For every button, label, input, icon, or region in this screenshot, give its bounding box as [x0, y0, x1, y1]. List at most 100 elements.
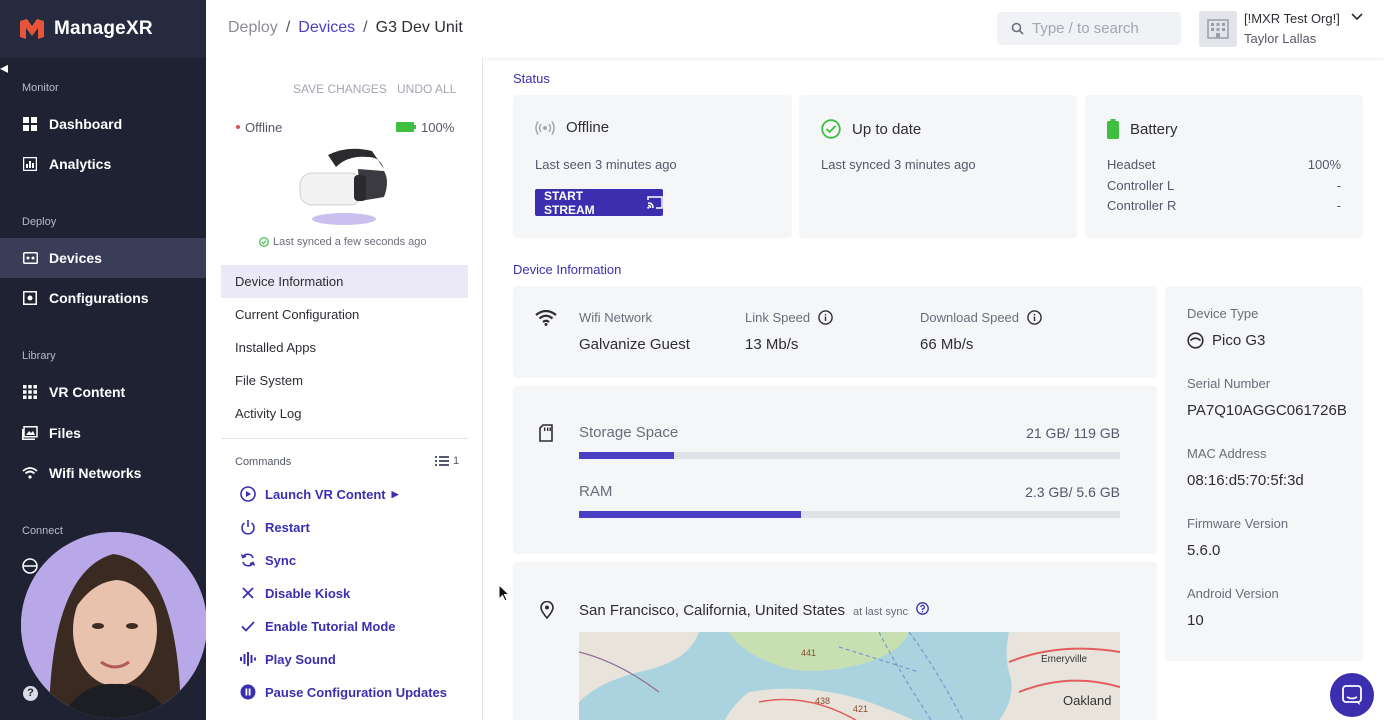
sync-icon — [240, 552, 256, 568]
user-name: Taylor Lallas — [1244, 31, 1317, 46]
info-icon[interactable] — [818, 310, 833, 325]
menu-file-system[interactable]: File System — [221, 364, 468, 397]
storage-value: 21 GB/ 119 GB — [1026, 425, 1120, 441]
devices-icon — [22, 250, 38, 266]
sidebar-item-devices[interactable]: Devices — [0, 238, 206, 278]
device-type-text: Pico G3 — [1212, 332, 1266, 349]
commands-queue[interactable]: 1 — [435, 455, 459, 467]
battery-row-name: Controller L — [1107, 178, 1175, 193]
search-input[interactable] — [1032, 20, 1172, 37]
update-title: Up to date — [852, 120, 922, 138]
info-icon[interactable] — [1027, 310, 1042, 325]
breadcrumb-separator: / — [285, 19, 291, 36]
menu-activity-log[interactable]: Activity Log — [221, 397, 468, 430]
start-stream-button[interactable]: START STREAM — [535, 188, 663, 217]
device-type-label: Device Type — [1187, 306, 1259, 321]
breadcrumb-devices[interactable]: Devices — [298, 19, 356, 36]
command-label: Launch VR Content — [265, 486, 386, 502]
ram-value: 2.3 GB/ 5.6 GB — [1025, 484, 1120, 500]
webcam-overlay — [21, 532, 207, 718]
offline-status-dot — [236, 125, 240, 129]
location-pin-icon — [540, 601, 554, 619]
battery-row-name: Headset — [1107, 157, 1156, 172]
menu-installed-apps[interactable]: Installed Apps — [221, 331, 468, 364]
breadcrumb-deploy[interactable]: Deploy — [228, 19, 278, 36]
storage-label: Storage Space — [579, 424, 679, 441]
command-launch-vr-content[interactable]: Launch VR Content ▶ — [240, 482, 399, 506]
chevron-down-icon[interactable] — [1351, 13, 1363, 21]
power-icon — [240, 519, 256, 535]
command-label: Pause Configuration Updates — [265, 684, 448, 700]
sidebar-item-vr-content[interactable]: VR Content — [0, 372, 206, 412]
serial-number-value: PA7Q10AGGC061726B — [1187, 402, 1347, 419]
command-sync[interactable]: Sync — [240, 548, 296, 572]
command-pause-configuration-updates[interactable]: Pause Configuration Updates — [240, 680, 447, 704]
battery-title: Battery — [1130, 120, 1178, 138]
search-box[interactable] — [997, 12, 1181, 45]
command-enable-tutorial-mode[interactable]: Enable Tutorial Mode — [240, 614, 396, 638]
breadcrumb-current: G3 Dev Unit — [375, 19, 463, 36]
menu-device-information[interactable]: Device Information — [221, 265, 468, 298]
sd-card-icon — [539, 424, 553, 442]
analytics-icon — [22, 156, 38, 172]
download-speed-label-text: Download Speed — [920, 310, 1020, 325]
command-restart[interactable]: Restart — [240, 515, 310, 539]
help-icon[interactable]: ? — [23, 686, 38, 701]
map-label-road-438: 438 — [815, 696, 830, 706]
download-speed-label: Download Speed — [920, 310, 1042, 325]
start-stream-label: START STREAM — [544, 188, 595, 217]
sidebar-item-label: Dashboard — [49, 116, 123, 132]
sidebar-item-label: Wifi Networks — [49, 465, 142, 481]
battery-row-value: - — [1336, 178, 1341, 193]
collapse-sidebar-icon[interactable]: ◂ — [0, 60, 9, 77]
device-type-value: Pico G3 — [1187, 332, 1265, 349]
menu-current-configuration[interactable]: Current Configuration — [221, 298, 468, 331]
battery-vertical-icon — [1107, 119, 1119, 139]
wifi-icon — [22, 465, 38, 481]
last-synced: Last synced a few seconds ago — [259, 236, 426, 248]
command-disable-kiosk[interactable]: Disable Kiosk — [240, 581, 350, 605]
location: San Francisco, California, United States… — [579, 602, 929, 619]
battery-row-name: Controller R — [1107, 198, 1177, 213]
pause-circle-icon — [240, 684, 256, 700]
undo-all-button[interactable]: UNDO ALL — [397, 82, 457, 96]
map-label-road-421: 421 — [853, 704, 868, 714]
sidebar-item-analytics[interactable]: Analytics — [0, 144, 206, 184]
update-card: Up to date Last synced 3 minutes ago — [799, 95, 1077, 238]
serial-number-label: Serial Number — [1187, 376, 1271, 391]
mac-address-value: 08:16:d5:70:5f:3d — [1187, 472, 1304, 489]
map-image: Emeryville Oakland 441 438 421 — [579, 632, 1120, 720]
headset-image — [299, 148, 387, 225]
last-seen: Last seen 3 minutes ago — [535, 157, 677, 172]
command-label: Play Sound — [265, 651, 336, 667]
configurations-icon — [22, 290, 38, 306]
last-synced-text: Last synced a few seconds ago — [273, 236, 427, 248]
location-map[interactable]: Emeryville Oakland 441 438 421 — [579, 632, 1120, 720]
org-avatar[interactable] — [1199, 11, 1237, 47]
sidebar-item-wifi-networks[interactable]: Wifi Networks — [0, 453, 206, 493]
map-label-road-441: 441 — [801, 648, 816, 658]
map-label-oakland: Oakland — [1063, 693, 1111, 708]
globe-icon[interactable] — [22, 558, 38, 574]
broadcast-icon — [535, 120, 555, 135]
help-circle-icon[interactable] — [916, 602, 929, 615]
offline-card: Offline Last seen 3 minutes ago START ST… — [513, 95, 792, 238]
sidebar-item-dashboard[interactable]: Dashboard — [0, 104, 206, 144]
close-icon — [240, 585, 256, 601]
list-icon — [435, 456, 449, 466]
device-status: Offline — [245, 120, 283, 135]
command-play-sound[interactable]: Play Sound — [240, 647, 336, 671]
sidebar-item-configurations[interactable]: Configurations — [0, 278, 206, 318]
chat-button[interactable] — [1330, 673, 1374, 717]
cast-icon — [647, 196, 663, 209]
nav-section-connect: Connect — [22, 525, 63, 537]
sound-wave-icon — [240, 651, 256, 667]
org-name[interactable]: [!MXR Test Org!] — [1244, 11, 1340, 26]
brand[interactable]: ManageXR — [0, 0, 206, 58]
sidebar-item-files[interactable]: Files — [0, 413, 206, 453]
save-changes-button[interactable]: SAVE CHANGES — [293, 82, 387, 96]
ram-bar — [579, 511, 1120, 518]
command-label: Sync — [265, 552, 297, 568]
storage-bar — [579, 452, 1120, 459]
battery-row-controller-l: Controller L - — [1107, 178, 1341, 193]
